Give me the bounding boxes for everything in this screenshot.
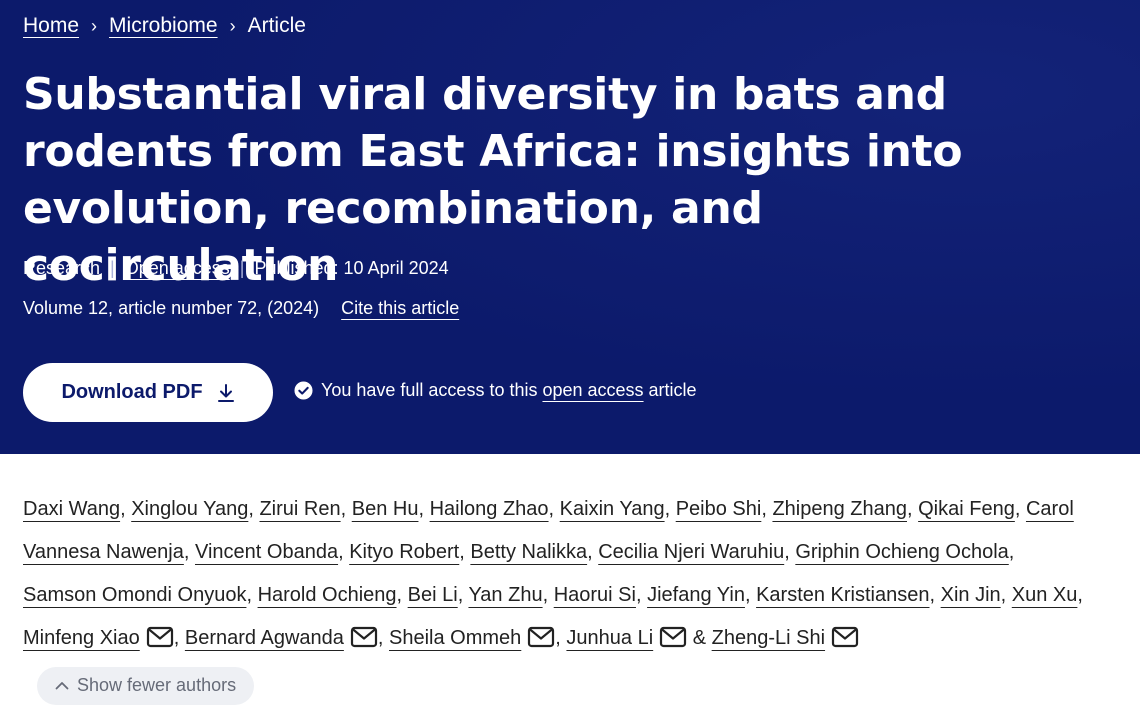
author-separator: ,: [183, 541, 195, 563]
author-separator: ,: [542, 584, 554, 606]
author-separator: ,: [929, 584, 941, 606]
download-icon: [217, 383, 235, 403]
open-access-info-link[interactable]: open access: [542, 380, 644, 400]
mail-icon[interactable]: [146, 621, 174, 664]
author-separator: ,: [457, 584, 469, 606]
author-separator: ,: [664, 498, 676, 520]
author-link[interactable]: Kaixin Yang: [559, 498, 665, 520]
author-separator: ,: [120, 498, 132, 520]
author-separator: ,: [761, 498, 773, 520]
download-pdf-label: Download PDF: [61, 381, 203, 403]
author-link[interactable]: Karsten Kristiansen: [756, 584, 930, 606]
author-separator: ,: [548, 498, 560, 520]
author-link[interactable]: Vincent Obanda: [194, 541, 339, 563]
mail-icon[interactable]: [659, 621, 687, 664]
volume-info: Volume 12, article number 72, (2024): [23, 298, 320, 318]
show-fewer-label: Show fewer authors: [77, 675, 237, 696]
author-separator: ,: [377, 627, 390, 649]
article-meta: Research | Open access | Published: 10 A…: [23, 258, 449, 279]
breadcrumb-microbiome[interactable]: Microbiome: [109, 14, 218, 37]
author-separator: ,: [418, 498, 430, 520]
author-link[interactable]: Carol Vannesa Nawenja: [23, 498, 1074, 563]
author-separator: ,: [338, 541, 350, 563]
breadcrumb-home[interactable]: Home: [23, 14, 80, 37]
author-link[interactable]: Xin Jin: [940, 584, 1001, 606]
divider: |: [239, 258, 245, 278]
mail-icon[interactable]: [350, 621, 378, 664]
open-access-link[interactable]: Open access: [124, 258, 230, 278]
author-separator: ,: [744, 584, 757, 606]
author-separator: ,: [340, 498, 352, 520]
author-separator: ,: [635, 584, 648, 606]
author-separator: ,: [1077, 584, 1083, 606]
author-link[interactable]: Sheila Ommeh: [389, 627, 522, 649]
author-link[interactable]: Xinglou Yang: [131, 498, 249, 520]
author-link[interactable]: Junhua Li: [566, 627, 654, 649]
access-prefix: You have full access to this: [321, 380, 538, 400]
author-link[interactable]: Ben Hu: [351, 498, 419, 520]
author-link[interactable]: Xun Xu: [1011, 584, 1078, 606]
article-header: Home › Microbiome › Article Substantial …: [0, 0, 1140, 454]
chevron-right-icon: ›: [229, 15, 236, 36]
divider: |: [110, 258, 115, 278]
author-link[interactable]: Jiefang Yin: [647, 584, 745, 606]
article-type: Research: [23, 258, 101, 278]
author-link[interactable]: Samson Omondi Onyuok: [23, 584, 247, 606]
author-link[interactable]: Kityo Robert: [349, 541, 460, 563]
author-separator: ,: [555, 627, 567, 649]
author-link[interactable]: Betty Nalikka: [470, 541, 588, 563]
download-pdf-button[interactable]: Download PDF: [23, 363, 273, 422]
author-link[interactable]: Zirui Ren: [259, 498, 341, 520]
access-suffix: article: [648, 380, 697, 400]
author-link[interactable]: Zhipeng Zhang: [772, 498, 907, 520]
check-circle-icon: [294, 381, 313, 400]
author-separator: ,: [1000, 584, 1012, 606]
cite-article-link[interactable]: Cite this article: [341, 298, 460, 318]
author-link[interactable]: Qikai Feng: [918, 498, 1015, 520]
author-link[interactable]: Bernard Agwanda: [184, 627, 344, 649]
author-separator: ,: [1008, 541, 1015, 563]
author-separator: ,: [784, 541, 796, 563]
chevron-right-icon: ›: [91, 15, 98, 36]
author-separator: ,: [396, 584, 408, 606]
chevron-up-icon: [55, 681, 69, 690]
author-link[interactable]: Daxi Wang: [23, 498, 121, 520]
author-separator: ,: [587, 541, 599, 563]
published-date: Published: 10 April 2024: [254, 258, 449, 278]
access-note: You have full access to this open access…: [294, 380, 697, 401]
author-separator: ,: [173, 627, 185, 649]
breadcrumb: Home › Microbiome › Article: [23, 14, 306, 38]
author-separator: ,: [459, 541, 471, 563]
author-list: Daxi Wang, Xinglou Yang, Zirui Ren, Ben …: [23, 488, 1083, 707]
author-link[interactable]: Griphin Ochieng Ochola: [795, 541, 1009, 563]
author-link[interactable]: Haorui Si: [553, 584, 636, 606]
author-separator: ,: [1014, 498, 1026, 520]
author-link[interactable]: Cecilia Njeri Waruhiu: [598, 541, 785, 563]
article-title: Substantial viral diversity in bats and …: [23, 69, 963, 291]
author-link[interactable]: Hailong Zhao: [429, 498, 549, 520]
author-separator: ,: [246, 584, 258, 606]
mail-icon[interactable]: [527, 621, 555, 664]
author-link[interactable]: Peibo Shi: [675, 498, 762, 520]
author-link[interactable]: Yan Zhu: [468, 584, 543, 606]
author-link[interactable]: Harold Ochieng: [257, 584, 397, 606]
show-fewer-authors-button[interactable]: Show fewer authors: [37, 666, 255, 705]
article-citation: Volume 12, article number 72, (2024) Cit…: [23, 298, 459, 319]
author-separator: ,: [907, 498, 919, 520]
breadcrumb-current: Article: [247, 14, 306, 37]
author-link[interactable]: Minfeng Xiao: [23, 627, 140, 649]
author-separator: ,: [248, 498, 260, 520]
author-joiner: &: [692, 627, 707, 649]
mail-icon[interactable]: [831, 621, 859, 664]
author-link[interactable]: Zheng-Li Shi: [711, 627, 826, 649]
author-link[interactable]: Bei Li: [407, 584, 458, 606]
